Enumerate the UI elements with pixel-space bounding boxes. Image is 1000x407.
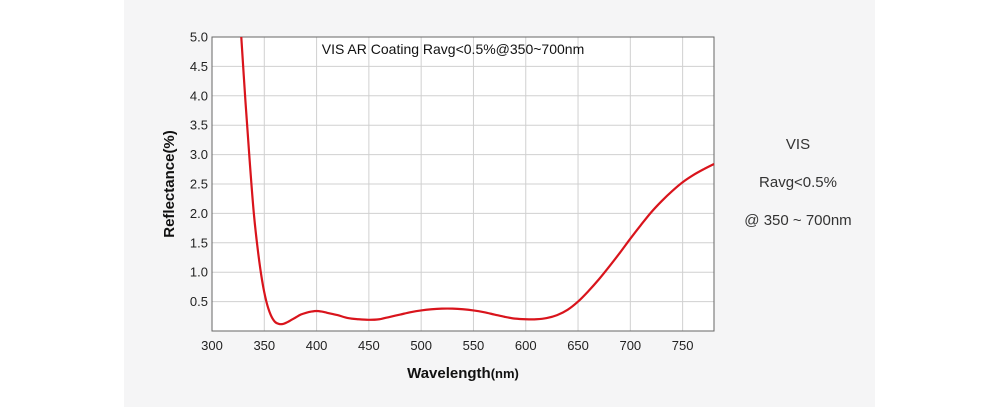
x-tick-label: 300 [201, 338, 223, 353]
x-tick-label: 550 [463, 338, 485, 353]
x-tick-label: 500 [410, 338, 432, 353]
x-tick-label: 700 [619, 338, 641, 353]
y-tick-label: 3.5 [190, 118, 208, 133]
x-tick-label: 450 [358, 338, 380, 353]
x-axis-label: Wavelength(nm) [407, 365, 519, 382]
x-tick-label: 750 [672, 338, 694, 353]
y-tick-label: 2.0 [190, 206, 208, 221]
grid-lines [211, 36, 714, 331]
y-axis-ticks: 0.5 1.0 1.5 2.0 2.5 3.0 3.5 4.0 4.5 5.0 [190, 30, 208, 310]
reflectance-curve [240, 36, 715, 326]
side-text-vis: VIS [785, 136, 811, 153]
chart-panel: 300 350 400 450 500 550 600 650 700 750 0.5 1.0 1.5… [124, 0, 875, 407]
side-text-ravg: Ravg<0.5% [759, 174, 837, 191]
y-tick-label: 0.5 [190, 294, 208, 309]
y-axis-label: Reflectance(%) [161, 130, 178, 238]
y-tick-label: 4.5 [190, 59, 208, 74]
y-tick-label: 3.0 [190, 147, 208, 162]
y-tick-label: 1.0 [190, 265, 208, 280]
y-tick-label: 2.5 [190, 177, 208, 192]
y-tick-label: 4.0 [190, 88, 208, 103]
plot-frame [211, 36, 715, 332]
side-annotation: VIS Ravg<0.5% @ 350 ~ 700nm [728, 128, 868, 242]
x-axis-ticks: 300 350 400 450 500 550 600 650 700 750 [201, 338, 693, 353]
y-tick-label: 5.0 [190, 30, 208, 45]
x-tick-label: 350 [253, 338, 275, 353]
reflectance-chart: 300 350 400 450 500 550 600 650 700 750 0.5 1.0 1.5… [161, 30, 715, 382]
side-text-range: @ 350 ~ 700nm [744, 212, 852, 229]
y-tick-label: 1.5 [190, 235, 208, 250]
x-axis-label-main: Wavelength [407, 365, 491, 382]
x-tick-label: 650 [567, 338, 589, 353]
chart-title: VIS AR Coating Ravg<0.5%@350~700nm [322, 41, 585, 57]
x-tick-label: 600 [515, 338, 537, 353]
x-axis-label-unit: (nm) [491, 366, 519, 381]
x-tick-label: 400 [306, 338, 328, 353]
